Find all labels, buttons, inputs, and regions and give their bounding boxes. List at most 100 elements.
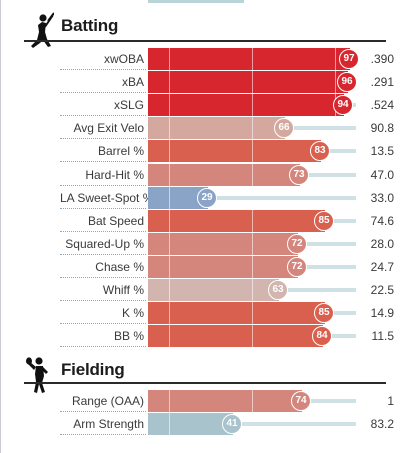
percentile-bar <box>148 390 302 412</box>
percentile-rank-badge: 85 <box>314 303 334 324</box>
percentile-gridline <box>168 140 170 163</box>
percentile-row: xSLG 94 .524 <box>60 94 406 117</box>
stat-label: Barrel % <box>97 144 144 159</box>
stat-label: LA Sweet-Spot % <box>60 190 154 205</box>
percentile-rank-badge: 41 <box>222 414 242 435</box>
percentile-gridline <box>168 255 170 278</box>
stat-value: .390 <box>370 52 394 66</box>
stat-value: 1 <box>387 394 394 408</box>
row-dotted-underline <box>60 115 146 117</box>
percentile-gridline <box>168 279 170 301</box>
percentile-gridline <box>252 71 253 94</box>
percentile-row: xBA 96 .291 <box>60 71 406 94</box>
batting-section-rule <box>24 40 386 42</box>
percentile-bar <box>148 48 350 70</box>
fielding-section-header: Fielding <box>24 356 384 393</box>
percentile-gridline <box>335 48 337 70</box>
stat-value: 28.0 <box>370 236 394 251</box>
row-dotted-underline <box>60 276 146 278</box>
percentile-row: Chase % 72 24.7 <box>60 255 406 278</box>
stat-value: 33.0 <box>370 190 394 205</box>
percentile-gridline <box>335 71 337 94</box>
stat-value: 22.5 <box>370 283 394 297</box>
stat-label: Arm Strength <box>73 417 144 432</box>
percentile-rank-badge: 66 <box>274 118 294 139</box>
fielding-section-rule <box>24 382 386 384</box>
stat-label: Avg Exit Velo <box>73 121 145 136</box>
stat-value: .291 <box>370 75 394 90</box>
batter-icon <box>31 12 54 48</box>
stat-value: 74.6 <box>370 213 394 228</box>
percentile-gridline <box>252 325 253 348</box>
percentile-bar <box>148 117 285 140</box>
percentile-gridline <box>252 94 253 117</box>
row-dotted-underline <box>60 300 146 301</box>
previous-section-bar-remnant <box>148 0 244 3</box>
row-dotted-underline <box>60 69 146 70</box>
percentile-gridline <box>168 302 170 325</box>
stat-label: BB % <box>113 329 144 344</box>
stat-value: 90.8 <box>370 121 394 136</box>
percentile-track <box>148 195 356 200</box>
stat-label: Chase % <box>95 259 144 274</box>
percentile-gridline <box>252 232 253 255</box>
percentile-bar <box>148 71 348 94</box>
stat-value: 14.9 <box>370 306 394 321</box>
percentile-bar <box>148 302 325 325</box>
row-dotted-underline <box>60 92 146 94</box>
percentile-row: xwOBA 97 .390 <box>60 48 406 70</box>
percentile-bar <box>148 163 300 186</box>
percentile-gridline <box>168 163 170 186</box>
percentile-gridline <box>252 390 253 412</box>
percentile-bar <box>148 413 233 436</box>
percentile-rank-badge: 74 <box>291 391 311 411</box>
fielder-icon <box>26 357 48 393</box>
stat-label: Range (OAA) <box>71 394 144 408</box>
stat-label: Whiff % <box>102 283 144 297</box>
stat-label: Bat Speed <box>87 213 144 228</box>
percentile-bar <box>148 325 323 348</box>
stat-value: 11.5 <box>371 329 394 344</box>
percentile-bar <box>148 94 344 117</box>
percentile-row: Barrel % 83 13.5 <box>60 140 406 163</box>
stat-value: 83.2 <box>370 417 394 432</box>
stat-value: 13.5 <box>370 144 394 159</box>
percentile-gridline <box>252 48 253 70</box>
percentile-bar <box>148 186 208 209</box>
row-dotted-underline <box>60 434 146 436</box>
percentile-rank-badge: 72 <box>287 256 307 277</box>
percentile-rank-badge: 85 <box>314 210 334 231</box>
row-dotted-underline <box>60 184 146 186</box>
row-dotted-underline <box>60 411 146 412</box>
percentile-row: Whiff % 63 22.5 <box>60 279 406 301</box>
row-dotted-underline <box>60 253 146 255</box>
percentile-gridline <box>168 413 170 436</box>
stat-label: xwOBA <box>103 52 144 66</box>
percentile-gridline <box>252 255 253 278</box>
row-dotted-underline <box>60 207 146 209</box>
percentile-row: Squared-Up % 72 28.0 <box>60 232 406 255</box>
percentile-gridline <box>168 325 170 348</box>
percentile-rank-badge: 73 <box>289 164 309 185</box>
batting-section-header: Batting <box>24 12 384 48</box>
percentile-bar <box>148 255 298 278</box>
row-dotted-underline <box>60 138 146 140</box>
percentile-bar <box>148 140 321 163</box>
row-dotted-underline <box>60 161 146 163</box>
percentile-rank-badge: 83 <box>310 141 330 162</box>
percentile-rank-badge: 84 <box>312 326 332 347</box>
percentile-gridline <box>168 232 170 255</box>
percentile-gridline <box>168 71 170 94</box>
percentile-row: Hard-Hit % 73 47.0 <box>60 163 406 186</box>
stat-value: 24.7 <box>370 259 394 274</box>
percentile-gridline <box>252 117 253 140</box>
percentile-bar <box>148 209 325 232</box>
percentile-gridline <box>168 390 170 412</box>
stat-value: 47.0 <box>370 167 394 182</box>
percentile-track <box>148 422 356 427</box>
fielding-section-title: Fielding <box>61 360 125 379</box>
percentile-gridline <box>168 48 170 70</box>
percentile-gridline <box>168 94 170 117</box>
percentile-rank-badge: 97 <box>339 49 359 69</box>
percentile-gridline <box>168 209 170 232</box>
